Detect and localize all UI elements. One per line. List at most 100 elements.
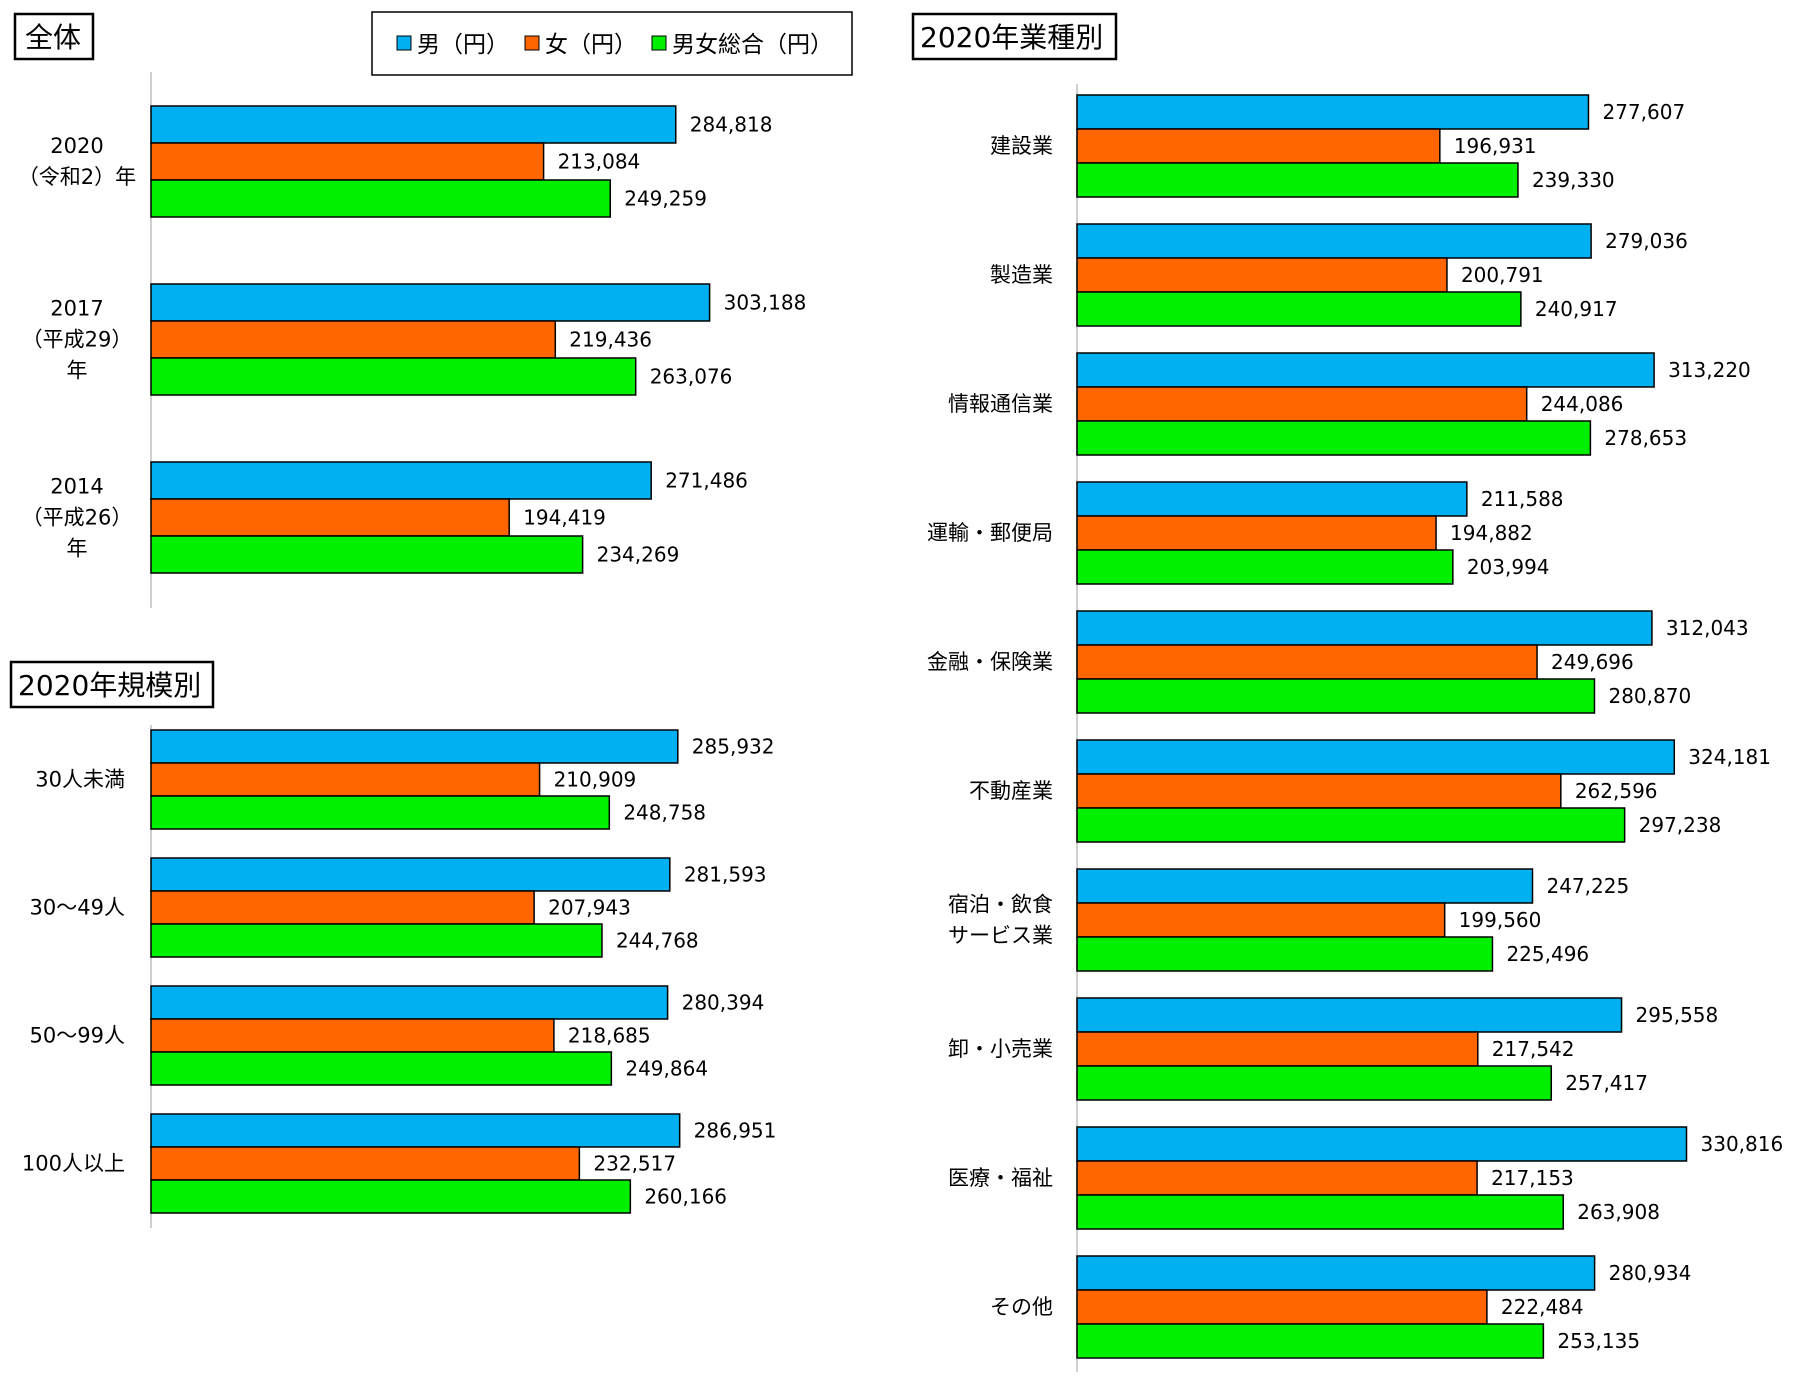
category-label: 30～49人 — [30, 896, 125, 920]
chart-title-box — [9, 660, 215, 709]
legend-label-male: 男（円） — [417, 32, 509, 58]
category-label: 建設業 — [990, 134, 1053, 158]
bar-male — [150, 105, 677, 144]
data-label-male: 271,486 — [665, 469, 748, 493]
category-label: （平成29） — [22, 328, 133, 352]
data-label-male: 277,607 — [1602, 100, 1685, 124]
data-label-female: 194,882 — [1450, 521, 1533, 545]
bar-male — [1076, 481, 1468, 517]
data-label-male: 312,043 — [1666, 616, 1749, 640]
bar-male — [150, 729, 679, 764]
data-label-male: 330,816 — [1701, 1132, 1784, 1156]
bar-total — [1076, 549, 1454, 585]
data-label-total: 278,653 — [1604, 426, 1687, 450]
data-label-total: 240,917 — [1535, 297, 1618, 321]
legend-label-total: 男女総合（円） — [672, 32, 833, 58]
bar-total — [1076, 678, 1596, 714]
bar-total — [1076, 291, 1522, 327]
data-label-male: 280,934 — [1609, 1261, 1692, 1285]
category-label: （平成26） — [22, 506, 133, 530]
bar-male — [150, 1113, 681, 1148]
data-label-male: 280,394 — [682, 991, 765, 1015]
category-label: その他 — [990, 1295, 1053, 1319]
data-label-total: 263,076 — [650, 365, 733, 389]
bar-male — [1076, 739, 1676, 775]
category-label: 情報通信業 — [948, 392, 1053, 416]
bar-male — [150, 857, 671, 892]
legend-label-female: 女（円） — [545, 32, 637, 58]
bar-total — [150, 179, 611, 218]
bar-total — [150, 1179, 632, 1214]
data-label-female: 244,086 — [1541, 392, 1624, 416]
data-label-total: 234,269 — [597, 543, 680, 567]
bar-total — [1076, 807, 1626, 843]
bar-total — [1076, 1065, 1553, 1101]
category-label: 医療・福祉 — [948, 1166, 1053, 1190]
data-label-female: 232,517 — [593, 1152, 676, 1176]
category-label: 不動産業 — [969, 779, 1053, 803]
data-label-female: 262,596 — [1575, 779, 1658, 803]
bar-female — [1076, 386, 1528, 422]
bar-male — [1076, 868, 1534, 904]
bar-female — [150, 890, 535, 925]
bar-total — [1076, 936, 1494, 972]
chart-title: 全体 — [25, 21, 81, 54]
category-label: 2014 — [50, 475, 103, 499]
legend-swatch-total — [651, 35, 667, 51]
bar-female — [1076, 515, 1437, 551]
data-label-male: 284,818 — [690, 113, 773, 137]
category-label: 金融・保険業 — [927, 650, 1053, 674]
bar-female — [1076, 644, 1538, 680]
data-label-male: 281,593 — [684, 863, 767, 887]
data-label-female: 207,943 — [548, 896, 631, 920]
data-label-total: 203,994 — [1467, 555, 1550, 579]
bar-female — [150, 142, 545, 181]
data-label-total: 280,870 — [1608, 684, 1691, 708]
data-label-female: 199,560 — [1459, 908, 1542, 932]
bar-male — [150, 283, 711, 322]
data-label-female: 196,931 — [1454, 134, 1537, 158]
chart-title: 2020年業種別 — [920, 21, 1103, 54]
data-label-total: 297,238 — [1639, 813, 1722, 837]
category-label: （令和2）年 — [18, 165, 136, 189]
bar-total — [1076, 1323, 1545, 1359]
data-label-female: 217,153 — [1491, 1166, 1574, 1190]
bar-female — [1076, 257, 1448, 293]
chart-panel-2: 2020年規模別 30人未満 285,932 210,909 248,758 30～49人… — [9, 660, 777, 1228]
category-label: 運輸・郵便局 — [927, 521, 1053, 545]
bar-female — [1076, 1031, 1479, 1067]
category-label: 50～99人 — [30, 1024, 125, 1048]
category-label: 30人未満 — [35, 768, 125, 792]
data-label-total: 244,768 — [616, 929, 699, 953]
bar-male — [150, 985, 669, 1020]
bar-female — [1076, 1289, 1488, 1325]
category-label: 100人以上 — [22, 1152, 125, 1176]
data-label-female: 200,791 — [1461, 263, 1544, 287]
bar-male — [1076, 352, 1655, 388]
bar-total — [150, 535, 584, 574]
category-label: 卸・小売業 — [948, 1037, 1053, 1061]
data-label-male: 247,225 — [1546, 874, 1629, 898]
data-label-female: 210,909 — [554, 768, 637, 792]
data-label-total: 225,496 — [1506, 942, 1589, 966]
bar-total — [1076, 162, 1519, 198]
data-label-female: 249,696 — [1551, 650, 1634, 674]
bar-female — [1076, 128, 1441, 164]
bar-total — [150, 923, 603, 958]
data-label-male: 286,951 — [694, 1119, 777, 1143]
data-label-total: 263,908 — [1577, 1200, 1660, 1224]
bar-total — [150, 1051, 613, 1086]
category-label: 製造業 — [990, 263, 1053, 287]
chart-title-box — [13, 12, 95, 61]
data-label-total: 248,758 — [623, 801, 706, 825]
data-label-male: 313,220 — [1668, 358, 1751, 382]
legend: 男（円） 女（円） 男女総合（円） — [371, 11, 853, 76]
data-label-female: 222,484 — [1501, 1295, 1584, 1319]
data-label-female: 217,542 — [1492, 1037, 1575, 1061]
category-label: 2017 — [50, 297, 103, 321]
data-label-total: 249,259 — [624, 187, 707, 211]
bar-female — [150, 762, 541, 797]
bar-male — [1076, 1255, 1596, 1291]
bar-female — [1076, 773, 1562, 809]
bar-female — [1076, 902, 1446, 938]
